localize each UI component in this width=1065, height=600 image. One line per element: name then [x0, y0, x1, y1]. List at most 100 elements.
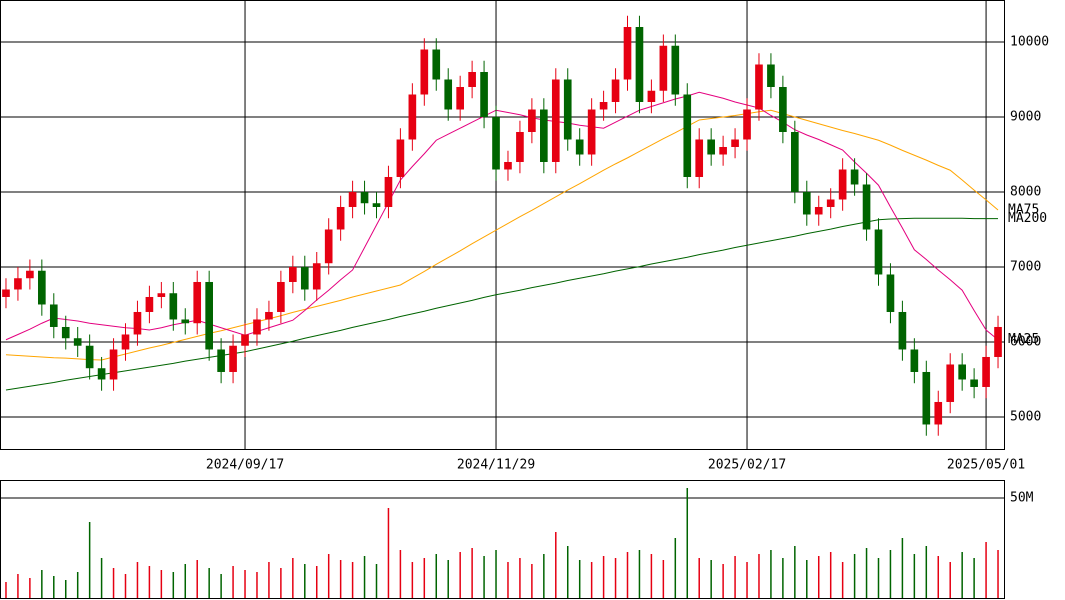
volume-bar — [112, 568, 115, 598]
candle-body — [910, 349, 919, 372]
candle-body — [922, 371, 931, 425]
volume-bar — [268, 562, 270, 598]
volume-bar — [363, 556, 366, 598]
volume-bar — [76, 572, 79, 598]
candle-body — [551, 79, 560, 162]
candle-body — [217, 349, 225, 372]
candle-body — [456, 86, 464, 110]
volume-bar — [411, 562, 414, 598]
volume-bar — [100, 558, 103, 598]
volume-bar — [292, 558, 294, 598]
volume-bar — [435, 554, 438, 598]
candle-body — [85, 345, 94, 369]
volume-bar — [64, 580, 67, 598]
candle-body — [934, 401, 943, 425]
volume-bar — [172, 572, 175, 598]
candle-body — [898, 311, 907, 350]
price-frame — [0, 0, 1005, 450]
candle-body — [802, 191, 811, 215]
candle-body — [145, 296, 154, 312]
volume-bar — [148, 566, 151, 598]
volume-bar — [53, 576, 55, 598]
volume-bar — [889, 550, 892, 598]
candle-body — [492, 116, 500, 170]
candle-body — [671, 45, 680, 95]
candle-body — [49, 304, 58, 327]
candle-body — [647, 90, 656, 102]
x-tick-label: 2025/02/17 — [708, 458, 786, 473]
volume-bar — [315, 566, 318, 598]
volume-bar — [41, 570, 43, 598]
volume-bar — [913, 554, 916, 598]
candle-body — [241, 334, 249, 346]
candle-body — [862, 184, 871, 230]
candle-body — [563, 79, 572, 140]
candle-body — [312, 263, 321, 290]
volume-bar — [232, 566, 234, 598]
volume-bar — [877, 558, 880, 598]
candle-body — [109, 349, 118, 380]
x-tick-label: 2024/09/17 — [206, 458, 284, 473]
volume-bar — [423, 558, 426, 598]
y-tick-label: 7000 — [1010, 259, 1041, 274]
volume-bar — [829, 552, 832, 598]
volume-bar — [638, 550, 641, 598]
volume-bar — [327, 554, 330, 598]
volume-bar — [387, 508, 390, 598]
candle-body — [468, 71, 476, 87]
candle-body — [779, 86, 787, 132]
candle-body — [516, 131, 524, 162]
volume-bar — [937, 556, 940, 598]
volume-bar — [698, 558, 700, 598]
volume-bar — [280, 568, 282, 598]
volume-bar — [865, 548, 868, 598]
candle-body — [707, 139, 715, 155]
volume-bar — [471, 548, 473, 598]
candle-body — [946, 364, 955, 402]
volume-bar — [662, 560, 665, 598]
volume-bar — [196, 560, 198, 598]
volume-bar — [985, 542, 987, 598]
candle-body — [277, 281, 285, 312]
candle-body — [611, 79, 620, 102]
legend-label: MA200 — [1008, 211, 1047, 226]
volume-bar — [997, 550, 999, 598]
volume-bar — [136, 562, 139, 598]
candle-body — [26, 270, 34, 279]
volume-bar — [949, 562, 951, 598]
volume-bar — [555, 532, 557, 598]
candle-body — [348, 191, 357, 207]
volume-bar — [817, 556, 820, 598]
candle-body — [73, 338, 82, 346]
volume-bar — [626, 552, 629, 598]
volume-bar — [973, 558, 975, 598]
candle-body — [2, 289, 10, 297]
y-tick-label: 50M — [1010, 491, 1034, 506]
candle-body — [635, 26, 644, 102]
ma-line — [5, 109, 999, 361]
volume-bar — [578, 560, 581, 598]
volume-bar — [459, 552, 461, 598]
volume-bar — [901, 538, 904, 598]
candle-body — [372, 203, 381, 207]
volume-bar — [794, 546, 796, 598]
volume-bar — [5, 582, 7, 598]
candle-body — [540, 109, 548, 162]
candle-body — [504, 161, 512, 170]
candle-body — [169, 293, 178, 320]
volume-bar — [483, 556, 485, 598]
candle-body — [14, 278, 22, 290]
candle-body — [659, 45, 668, 91]
candle-body — [384, 176, 393, 207]
volume-bar — [674, 538, 677, 598]
candle-body — [874, 229, 883, 275]
volume-bar — [208, 568, 210, 598]
candle-body — [623, 26, 632, 80]
volume-bar — [531, 564, 533, 598]
y-tick-label: 10000 — [1010, 34, 1049, 49]
y-tick-label: 6000 — [1010, 334, 1041, 349]
volume-bar — [304, 564, 306, 598]
volume-bar — [256, 572, 258, 598]
volume-bar — [758, 554, 760, 598]
volume-bar — [782, 558, 784, 598]
